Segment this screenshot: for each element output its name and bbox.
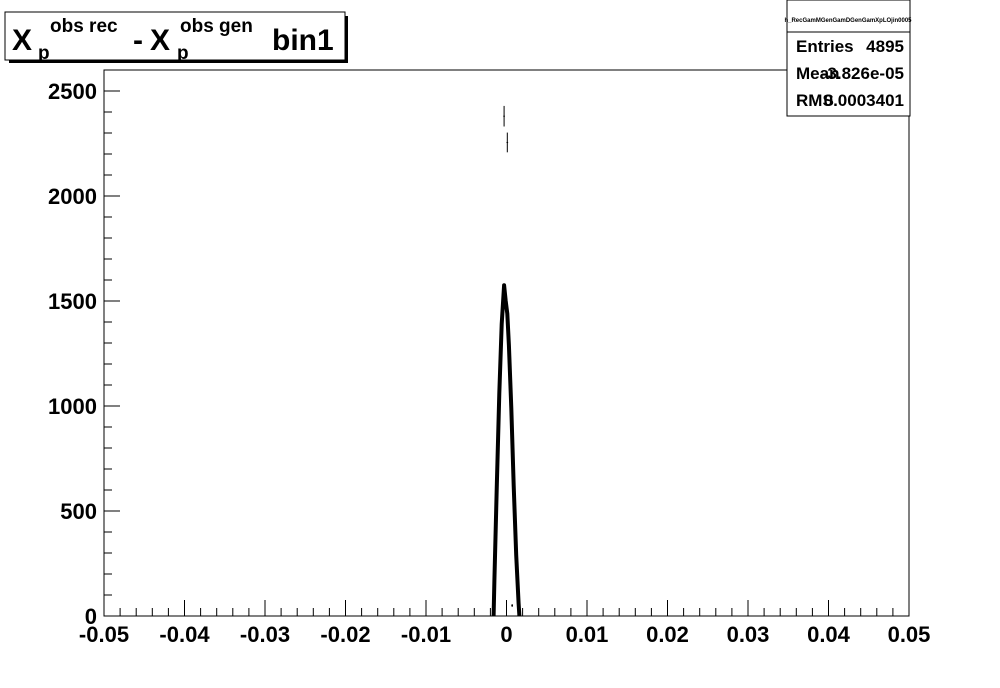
title-suffix: bin1: [272, 24, 334, 57]
y-axis: 0 500 1000 1500 2000 2500: [48, 69, 120, 629]
x-axis: -0.05 -0.04 -0.03 -0.02 -0.01 0 0.01 0.02 0.03 0.…: [79, 600, 930, 647]
stats-label: Mean: [796, 64, 839, 83]
title-sup-1: obs rec: [50, 16, 118, 37]
y-tick-label: 0: [85, 604, 97, 629]
title-sub-1: p: [38, 43, 50, 64]
x-tick-label: -0.01: [401, 622, 451, 647]
title-x: X: [12, 24, 32, 57]
x-tick-label: -0.02: [320, 622, 370, 647]
x-tick-label: 0.04: [807, 622, 851, 647]
data-point: [506, 132, 509, 153]
fit-layer: [491, 283, 522, 617]
x-tick-label: 0.05: [888, 622, 931, 647]
stats-value: -3.826e-05: [822, 64, 904, 83]
title-minus: -: [133, 24, 143, 57]
x-tick-label: 0.01: [566, 622, 609, 647]
stats-histogram-name: h_RecGamMGenGamDGenGamXpLOjin0005: [784, 18, 912, 24]
y-tick-label: 1000: [48, 394, 97, 419]
stats-box: h_RecGamMGenGamDGenGamXpLOjin0005 Entrie…: [784, 0, 912, 117]
data-point: [493, 577, 496, 584]
y-tick-label: 1500: [48, 289, 97, 314]
y-tick-label: 2500: [48, 79, 97, 104]
data-points: [493, 105, 513, 607]
x-tick-label: -0.03: [240, 622, 290, 647]
x-tick-label: 0.02: [646, 622, 689, 647]
data-point: [503, 105, 505, 127]
fit-curve: [491, 283, 522, 617]
stats-value: 0.0003401: [824, 91, 904, 110]
x-tick-label: -0.04: [159, 622, 210, 647]
x-tick-label: 0: [500, 622, 512, 647]
x-tick-label: -0.05: [79, 622, 129, 647]
data-point: [511, 604, 513, 607]
title-x2: X: [150, 24, 170, 57]
title-sub-2: p: [177, 43, 189, 64]
stats-label: RMS: [796, 91, 834, 110]
stats-value: 4895: [866, 37, 904, 56]
title-box: X p obs rec - X p obs gen bin1: [4, 11, 348, 64]
plot-frame: [103, 69, 910, 617]
stats-label: Entries: [796, 37, 854, 56]
y-tick-label: 2000: [48, 184, 97, 209]
y-tick-label: 500: [60, 499, 97, 524]
title-sup-2: obs gen: [180, 16, 253, 37]
x-tick-label: 0.03: [727, 622, 770, 647]
